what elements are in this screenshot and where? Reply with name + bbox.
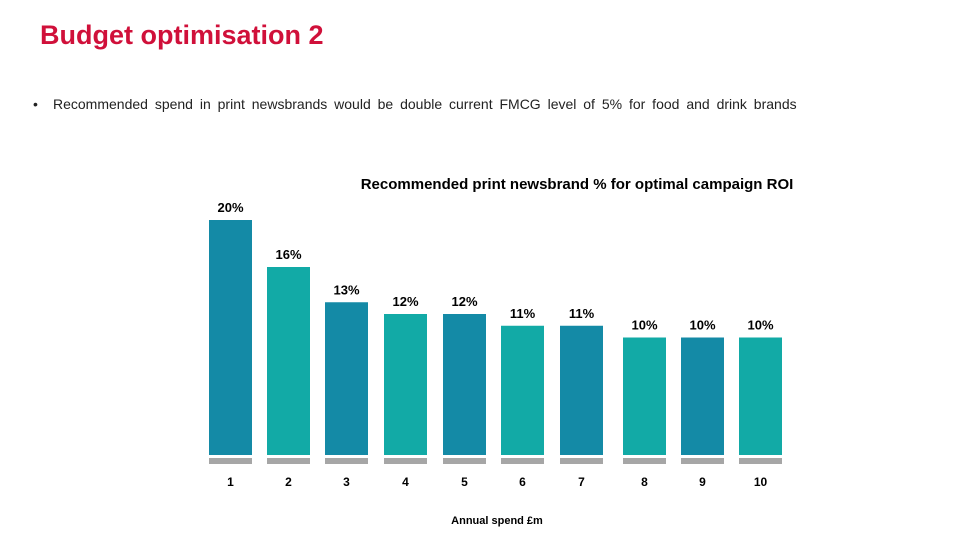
x-axis-title: Annual spend £m	[451, 515, 543, 527]
data-label-5: 12%	[451, 294, 477, 309]
bar-base-2	[267, 458, 310, 464]
bar-2	[267, 267, 310, 455]
bullet-dot: •	[33, 96, 38, 112]
data-label-7: 11%	[569, 306, 595, 321]
data-label-6: 11%	[510, 306, 536, 321]
chart-title: Recommended print newsbrand % for optima…	[361, 176, 794, 193]
bar-base-4	[384, 458, 427, 464]
bar-base-8	[623, 458, 666, 464]
x-tick-label-8: 8	[641, 475, 648, 489]
data-label-1: 20%	[217, 200, 243, 215]
x-tick-label-3: 3	[343, 475, 350, 489]
bar-base-3	[325, 458, 368, 464]
bar-9	[681, 337, 724, 455]
x-tick-label-10: 10	[754, 475, 768, 489]
x-tick-label-2: 2	[285, 475, 292, 489]
data-label-3: 13%	[333, 282, 359, 297]
bar-base-6	[501, 458, 544, 464]
bar-5	[443, 314, 486, 455]
bar-4	[384, 314, 427, 455]
x-tick-label-1: 1	[227, 475, 234, 489]
bullet-point: • Recommended spend in print newsbrands …	[33, 96, 933, 112]
data-label-8: 10%	[631, 318, 657, 333]
bar-base-10	[739, 458, 782, 464]
bar-1	[209, 220, 252, 455]
data-label-4: 12%	[392, 294, 418, 309]
data-label-10: 10%	[747, 318, 773, 333]
bullet-text: Recommended spend in print newsbrands wo…	[53, 96, 797, 112]
bar-base-9	[681, 458, 724, 464]
data-label-9: 10%	[689, 318, 715, 333]
data-label-2: 16%	[275, 247, 301, 262]
bar-7	[560, 325, 603, 455]
x-tick-label-4: 4	[402, 475, 409, 489]
bars-group: 20% 1 16% 2 13% 3 12% 4 12% 5 11% 6 11% 7 10% 8 10% 9 10% 1…	[209, 200, 782, 489]
bar-base-5	[443, 458, 486, 464]
bar-6	[501, 325, 544, 455]
x-tick-label-9: 9	[699, 475, 706, 489]
bar-8	[623, 337, 666, 455]
slide-title: Budget optimisation 2	[40, 20, 324, 50]
x-tick-label-6: 6	[519, 475, 526, 489]
x-tick-label-7: 7	[578, 475, 585, 489]
bar-10	[739, 337, 782, 455]
bar-base-7	[560, 458, 603, 464]
bar-base-1	[209, 458, 252, 464]
x-tick-label-5: 5	[461, 475, 468, 489]
bar-3	[325, 302, 368, 455]
